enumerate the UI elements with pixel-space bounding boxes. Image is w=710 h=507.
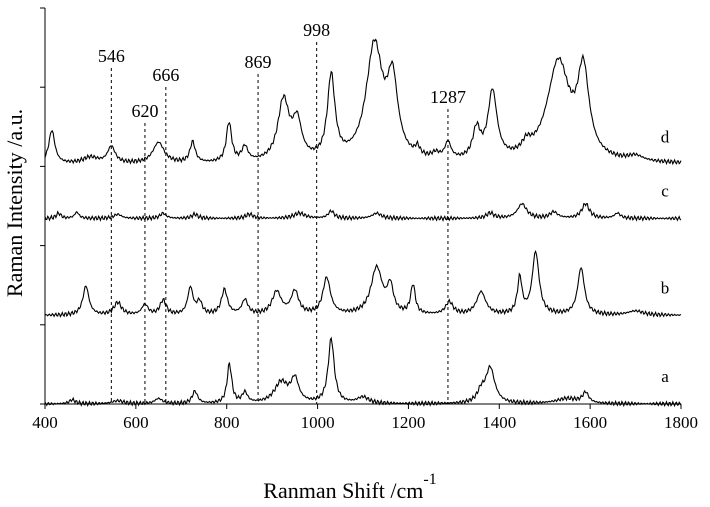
x-tick-label: 1000 bbox=[301, 413, 335, 432]
x-tick-label: 400 bbox=[32, 413, 58, 432]
series-label-d: d bbox=[661, 127, 670, 146]
spectrum-line-b bbox=[44, 249, 682, 318]
spectrum-line-c bbox=[44, 202, 682, 222]
peak-label: 666 bbox=[152, 65, 179, 85]
spectra-lines bbox=[44, 38, 682, 408]
peak-label: 546 bbox=[98, 46, 125, 66]
series-label-b: b bbox=[661, 278, 670, 297]
x-tick-label: 800 bbox=[214, 413, 240, 432]
peak-label: 620 bbox=[131, 101, 158, 121]
peak-label: 869 bbox=[245, 52, 272, 72]
chart-labels: a b c d 546 620 666 869 998 1287 bbox=[98, 20, 670, 386]
x-tick-label: 1600 bbox=[573, 413, 607, 432]
x-tick-label: 1400 bbox=[482, 413, 516, 432]
x-axis-title: Ranman Shift /cm-1 bbox=[263, 471, 436, 503]
x-tick-label: 600 bbox=[123, 413, 149, 432]
peak-label: 998 bbox=[303, 20, 330, 40]
x-tick-label: 1800 bbox=[664, 413, 698, 432]
y-axis-title: Raman Intensity /a.u. bbox=[2, 109, 27, 297]
spectrum-line-a bbox=[44, 336, 682, 408]
spectrum-line-d bbox=[44, 38, 682, 166]
peak-label: 1287 bbox=[430, 87, 466, 107]
peak-marker-lines bbox=[110, 42, 449, 404]
axes: 400 600 800 1000 1200 1400 1600 1800 bbox=[32, 7, 698, 432]
x-tick-label: 1200 bbox=[391, 413, 425, 432]
series-label-a: a bbox=[661, 367, 669, 386]
series-label-c: c bbox=[661, 182, 669, 201]
